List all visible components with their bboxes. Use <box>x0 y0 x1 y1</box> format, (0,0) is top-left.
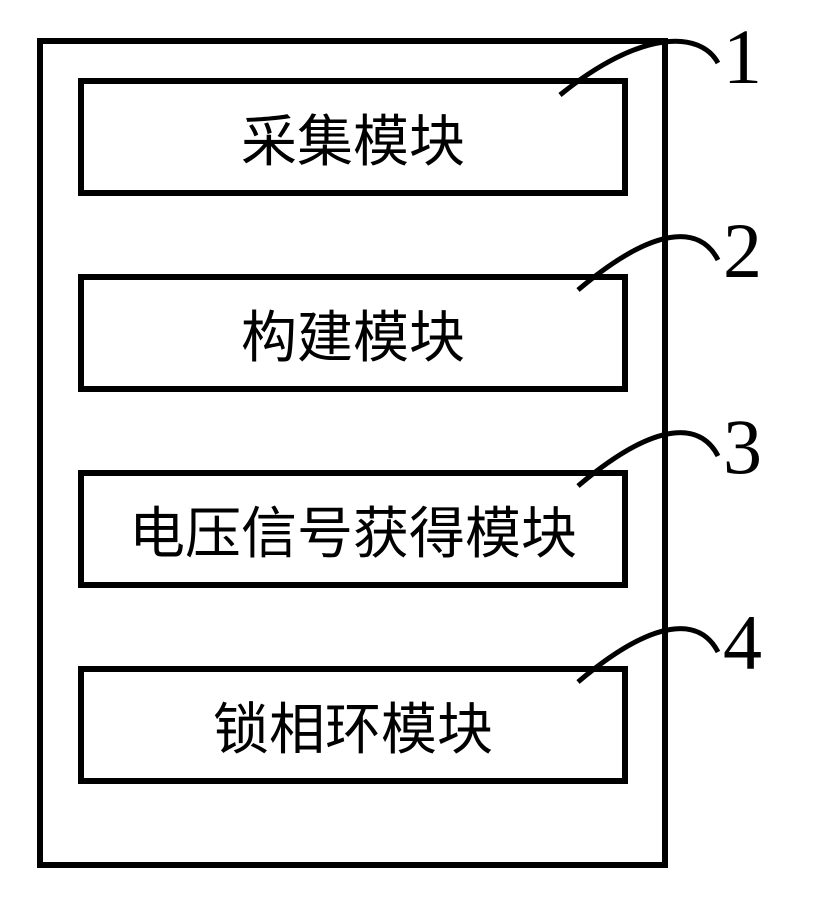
callout-number-1: 1 <box>723 12 762 102</box>
callout-curve-4 <box>578 629 718 682</box>
callout-curve-3 <box>578 433 718 486</box>
callout-number-4: 4 <box>723 598 762 688</box>
callout-curve-2 <box>578 237 718 290</box>
callout-number-3: 3 <box>723 402 762 492</box>
callout-lines-svg <box>0 0 816 898</box>
diagram-root: 采集模块 构建模块 电压信号获得模块 锁相环模块 1 2 3 4 <box>0 0 816 898</box>
callout-number-2: 2 <box>723 206 762 296</box>
callout-curve-1 <box>560 41 718 95</box>
